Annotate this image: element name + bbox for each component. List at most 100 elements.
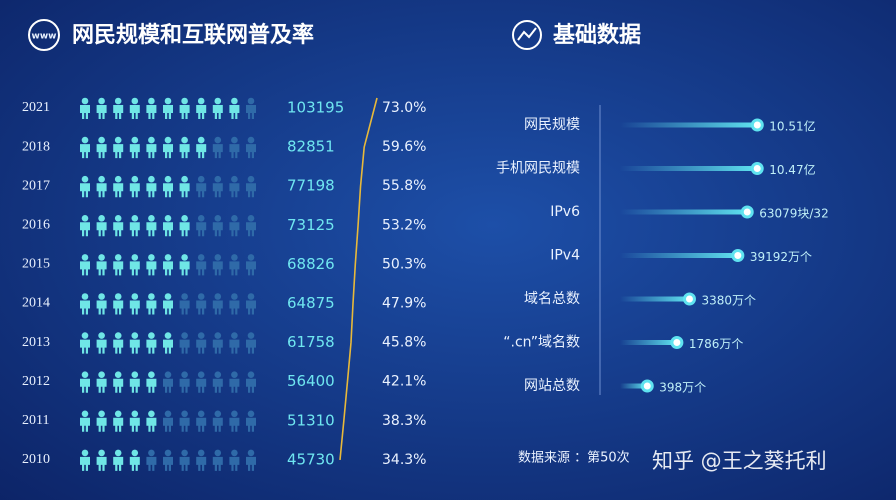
person-icon xyxy=(146,254,157,276)
person-icon xyxy=(179,136,190,159)
icon-head xyxy=(164,293,172,300)
person-icon xyxy=(196,254,207,276)
icon-body xyxy=(96,105,107,119)
rate-label: 45.8% xyxy=(382,335,426,351)
icon-body xyxy=(179,144,190,159)
icon-head xyxy=(231,97,238,105)
left-title: 网民规模和互联网普及率 xyxy=(72,22,314,48)
value-label: 103195 xyxy=(287,99,344,117)
icon-body xyxy=(246,222,256,237)
icon-head xyxy=(114,254,122,261)
icon-body xyxy=(163,417,173,432)
person-icon xyxy=(163,332,173,354)
icon-body xyxy=(129,183,140,198)
person-icon xyxy=(212,449,223,471)
icon-body xyxy=(196,339,207,354)
icon-head xyxy=(164,410,172,418)
icon-body xyxy=(212,300,223,315)
icon-head xyxy=(197,136,205,144)
person-icon xyxy=(196,97,207,119)
icon-body xyxy=(146,417,157,432)
icon-head xyxy=(148,254,155,261)
title-icon xyxy=(28,19,60,51)
icon-head xyxy=(197,449,205,457)
icon-body xyxy=(113,339,124,354)
icon-head xyxy=(214,371,222,379)
icon-head xyxy=(98,410,105,418)
person-icon xyxy=(96,410,107,432)
value-label: 82851 xyxy=(287,138,335,156)
icon-head xyxy=(214,332,222,339)
bar xyxy=(620,209,748,215)
icon-body xyxy=(163,456,173,471)
person-icon xyxy=(129,332,140,354)
year-label: 2014 xyxy=(22,296,50,311)
icon-body xyxy=(229,378,240,393)
person-icon xyxy=(163,175,173,198)
icon-body xyxy=(246,417,256,432)
bar-value-label: 1786万个 xyxy=(689,337,744,351)
icon-head xyxy=(114,371,122,379)
icon-head xyxy=(214,97,222,105)
icon-head xyxy=(247,97,255,105)
icon-body xyxy=(212,339,223,354)
person-icon xyxy=(179,332,190,354)
rate-label: 50.3% xyxy=(382,256,426,272)
icon-body xyxy=(179,183,190,198)
category-label: IPv4 xyxy=(550,248,580,264)
person-icon xyxy=(129,97,140,119)
value-label: 77198 xyxy=(287,177,335,195)
icon-head xyxy=(197,254,205,261)
icon-head xyxy=(98,136,105,144)
icon-head xyxy=(81,410,89,418)
icon-head xyxy=(164,254,172,261)
year-label: 2015 xyxy=(22,257,50,272)
person-icon xyxy=(229,215,240,237)
icon-body xyxy=(163,339,173,354)
person-icon xyxy=(163,215,173,237)
person-icon xyxy=(179,371,190,393)
icon-body xyxy=(129,261,140,276)
icon-head xyxy=(81,332,89,339)
person-icon xyxy=(80,175,90,198)
person-icon xyxy=(80,371,90,393)
person-icon xyxy=(146,410,157,432)
person-icon xyxy=(229,410,240,432)
person-icon xyxy=(179,97,190,119)
bar-end xyxy=(750,162,764,175)
icon-head xyxy=(247,449,255,457)
icon-head xyxy=(81,97,89,105)
person-icon xyxy=(179,410,190,432)
icon-head xyxy=(114,293,122,300)
icon-body xyxy=(80,183,90,198)
icon-head xyxy=(181,254,188,261)
source: 数据来源 ：第50次 xyxy=(518,450,630,466)
person-icon xyxy=(246,97,256,119)
person-icon xyxy=(96,293,107,315)
bar xyxy=(620,383,648,389)
icon-body xyxy=(113,261,124,276)
value-label: 45730 xyxy=(287,450,335,468)
person-icon xyxy=(96,449,107,471)
icon-head xyxy=(231,371,238,379)
person-icon xyxy=(196,293,207,315)
bar-end xyxy=(750,118,764,132)
bar xyxy=(620,122,758,128)
person-icon xyxy=(212,215,223,237)
bar-end xyxy=(740,205,754,219)
person-icon xyxy=(96,175,107,198)
icon-head xyxy=(247,215,255,222)
value-label: 73125 xyxy=(287,216,335,234)
year-label: 2018 xyxy=(22,139,50,154)
person-icon xyxy=(229,175,240,198)
icon-body xyxy=(196,144,207,159)
person-icon xyxy=(96,136,107,159)
icon-head xyxy=(81,293,89,300)
year-label: 2021 xyxy=(22,100,50,115)
icon-body xyxy=(212,378,223,393)
person-icon xyxy=(163,97,173,119)
person-icon xyxy=(246,254,256,276)
person-icon xyxy=(179,254,190,276)
icon-head xyxy=(214,175,222,183)
bar-value-label: 398万个 xyxy=(659,381,706,395)
